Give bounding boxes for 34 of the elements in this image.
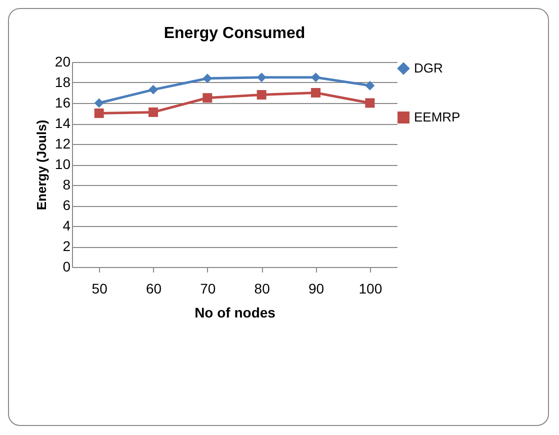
legend-label: DGR — [414, 60, 443, 76]
point — [365, 98, 375, 108]
chart-title: Energy Consumed — [164, 25, 306, 42]
x-tick-label: 90 — [308, 280, 324, 296]
y-tick-label: 12 — [54, 136, 71, 152]
x-tick-label: 70 — [200, 280, 216, 296]
y-tick-label: 2 — [62, 238, 71, 254]
legend-label: EEMRP — [414, 110, 460, 124]
point — [148, 107, 158, 117]
y-tick-label: 20 — [54, 54, 71, 70]
x-tick-label: 50 — [92, 280, 108, 296]
y-tick-label: 0 — [62, 258, 71, 274]
y-tick-label: 10 — [54, 156, 71, 172]
point — [256, 72, 266, 82]
point — [202, 74, 212, 84]
y-tick-label: 6 — [62, 197, 71, 213]
point — [94, 108, 104, 118]
point — [311, 88, 320, 98]
point — [202, 93, 212, 103]
x-tick-label: 60 — [146, 280, 162, 296]
y-tick-label: 8 — [62, 176, 71, 192]
point — [311, 72, 320, 82]
point — [365, 80, 375, 90]
point — [148, 84, 158, 94]
y-tick-label: 18 — [54, 74, 71, 90]
x-tick-label: 80 — [254, 280, 270, 296]
point — [256, 90, 266, 100]
point — [94, 98, 104, 108]
x-tick-label: 100 — [358, 280, 382, 296]
y-tick-label: 16 — [54, 94, 71, 110]
y-tick-label: 14 — [54, 115, 71, 131]
y-axis-title: Energy (Jouls) — [34, 120, 49, 210]
x-axis-title: No of nodes — [194, 304, 276, 320]
y-tick-label: 4 — [62, 218, 71, 234]
